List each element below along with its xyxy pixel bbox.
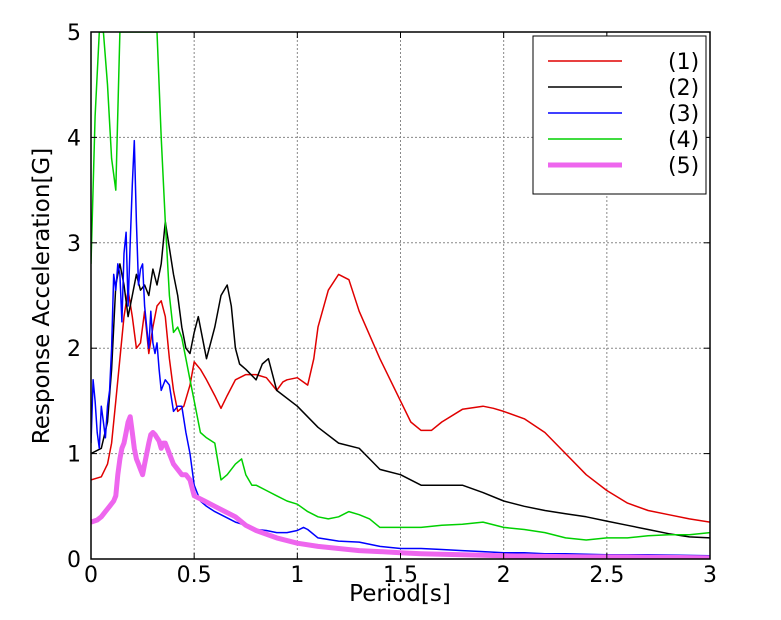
legend-box <box>532 35 707 195</box>
x-tick-label: 3 <box>703 563 717 588</box>
y-tick-label: 4 <box>67 126 81 151</box>
y-tick-label: 2 <box>67 337 81 362</box>
y-tick-label: 5 <box>67 21 81 46</box>
legend-label-4: (4) <box>668 128 699 153</box>
y-tick-label: 0 <box>67 548 81 573</box>
x-tick-label: 1.5 <box>383 563 418 588</box>
x-tick-label: 2.5 <box>589 563 624 588</box>
legend: (1)(2)(3)(4)(5) <box>532 35 707 195</box>
series-line-1 <box>91 273 710 523</box>
y-tick-label: 1 <box>67 443 81 468</box>
tick-labels: 0 0.5 1 1.5 2 2.5 3 0 1 2 3 4 5 <box>67 21 717 588</box>
x-tick-label: 1 <box>290 563 304 588</box>
legend-label-5: (5) <box>668 154 699 179</box>
legend-label-3: (3) <box>668 102 699 127</box>
x-axis-label: Period[s] <box>349 581 451 607</box>
series-line-4 <box>91 32 710 541</box>
y-tick-label: 3 <box>67 232 81 257</box>
y-axis-label: Response Acceleration[G] <box>29 148 55 444</box>
series-line-2 <box>91 220 710 539</box>
legend-label-2: (2) <box>668 76 699 101</box>
x-tick-label: 0.5 <box>177 563 212 588</box>
series-line-3 <box>91 139 710 557</box>
legend-label-1: (1) <box>668 50 699 75</box>
x-tick-label: 0 <box>84 563 98 588</box>
series-line-5 <box>91 414 710 559</box>
x-tick-label: 2 <box>497 563 511 588</box>
series-layer <box>91 32 710 559</box>
